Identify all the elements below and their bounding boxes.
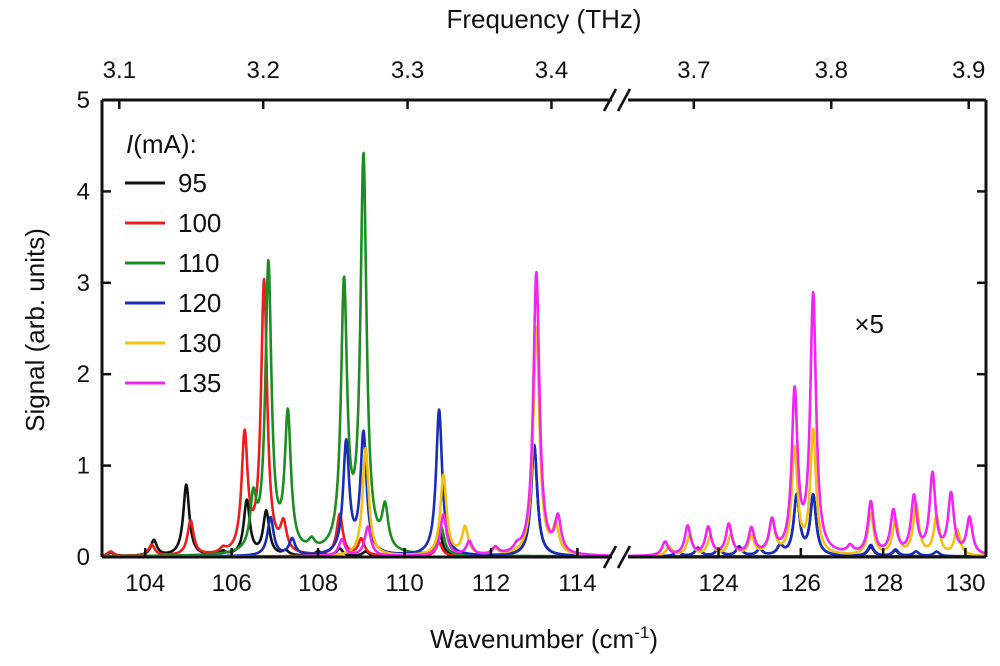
x-axis-title-main: Wavenumber (cm (430, 624, 634, 654)
top-tick-label-3.8: 3.8 (815, 57, 848, 84)
x-tick-label-106: 106 (212, 570, 252, 597)
axes-frame (100, 88, 988, 569)
legend-label-120: 120 (178, 288, 221, 318)
axis-ticks: 0 1 2 3 4 5 104 106 108 110 112 114 3.1 3.2 3.3 3.4 124 1… (77, 57, 986, 597)
y-tick-label-4: 4 (77, 178, 90, 205)
x-axis-title-close: ) (649, 624, 658, 654)
y-tick-label-3: 3 (77, 270, 90, 297)
top-tick-label-3.4: 3.4 (535, 57, 568, 84)
series-line-120 (628, 492, 986, 558)
x-tick-label-110: 110 (385, 570, 423, 597)
plot-area-right (628, 291, 986, 558)
top-tick-label-3.7: 3.7 (677, 57, 710, 84)
x-tick-label-126: 126 (781, 570, 821, 597)
axis-break-mark-bottom-0 (602, 545, 618, 569)
x-tick-label-108: 108 (298, 570, 338, 597)
x-tick-label-114: 114 (558, 570, 596, 597)
axis-break-mark-top-0 (602, 88, 618, 112)
x-tick-label-124: 124 (699, 570, 739, 597)
y-axis-title: Signal (arb. units) (20, 228, 50, 432)
top-tick-label-3.3: 3.3 (391, 57, 424, 84)
top-tick-label-3.2: 3.2 (247, 57, 280, 84)
y-tick-label-2: 2 (77, 361, 90, 388)
top-tick-label-3.1: 3.1 (103, 57, 136, 84)
x-tick-label-112: 112 (472, 570, 510, 597)
axis-break-mark-top-1 (616, 88, 632, 112)
x-tick-label-130: 130 (945, 570, 985, 597)
axis-break-mark-bottom-1 (616, 545, 632, 569)
legend-title-italic: I (126, 129, 133, 159)
legend-label-110: 110 (178, 248, 219, 278)
x-tick-label-104: 104 (125, 570, 165, 597)
top-axis-title: Frequency (THz) (446, 4, 641, 34)
legend-label-135: 135 (178, 368, 221, 398)
legend-label-100: 100 (178, 208, 221, 238)
x-axis-title-sup: -1 (634, 623, 649, 642)
legend: I(mA): 95 100 110 120 130 135 (125, 129, 221, 398)
top-tick-label-3.9: 3.9 (952, 57, 985, 84)
scale-annotation: ×5 (854, 309, 884, 339)
series-line-135 (628, 291, 986, 558)
legend-label-130: 130 (178, 328, 221, 358)
y-tick-label-5: 5 (77, 87, 90, 114)
y-tick-label-1: 1 (77, 453, 90, 480)
series-line-130 (628, 427, 986, 558)
legend-title-rest: (mA): (133, 129, 197, 159)
x-axis-title: Wavenumber (cm-1) (430, 623, 658, 654)
legend-label-95: 95 (178, 168, 207, 198)
x-tick-label-128: 128 (863, 570, 903, 597)
y-tick-label-0: 0 (77, 544, 90, 571)
legend-title: I(mA): (126, 129, 197, 159)
